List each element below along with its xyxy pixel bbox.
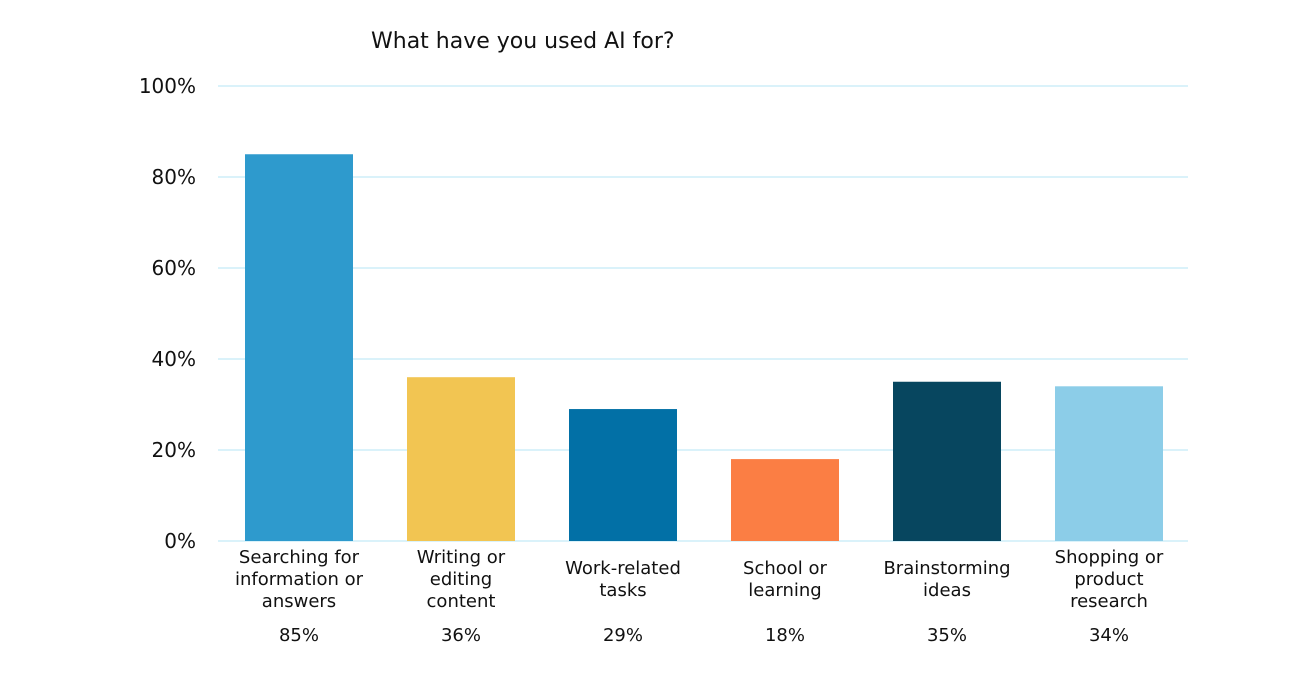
bars [245,154,1163,541]
value-label: 18% [765,625,805,646]
y-tick-label: 60% [152,256,196,280]
y-tick-label: 0% [164,529,196,553]
bar [731,459,839,541]
category-label: Brainstorming ideas [883,558,1010,601]
y-tick-label: 80% [152,165,196,189]
gridlines [218,85,1188,542]
chart-title: What have you used AI for? [371,29,675,54]
y-tick-label: 40% [152,347,196,371]
category-label: Work-related tasks [565,558,681,601]
y-axis-tick-labels: 0% 20% 40% 60% 80% 100% [139,74,196,553]
bar [245,154,353,541]
category-labels: Searching for information or answers Writin… [235,547,1164,612]
value-label: 85% [279,625,319,646]
value-label: 34% [1089,625,1129,646]
bar [1055,386,1163,541]
category-label: Shopping or product research [1055,547,1164,612]
bar [893,381,1001,541]
category-label: Writing or editing content [417,547,506,612]
value-label: 36% [441,625,481,646]
value-label: 29% [603,625,643,646]
category-label: Searching for information or answers [235,547,364,612]
y-tick-label: 100% [139,74,196,98]
y-tick-label: 20% [152,438,196,462]
value-label: 35% [927,625,967,646]
category-label: School or learning [743,558,827,601]
value-labels: 85% 36% 29% 18% 35% 34% [279,625,1129,646]
bar [569,409,677,541]
bar [407,377,515,541]
